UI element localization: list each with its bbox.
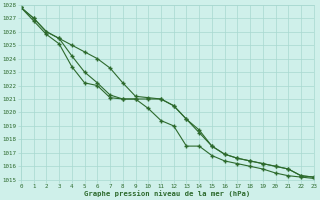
- X-axis label: Graphe pression niveau de la mer (hPa): Graphe pression niveau de la mer (hPa): [84, 190, 251, 197]
